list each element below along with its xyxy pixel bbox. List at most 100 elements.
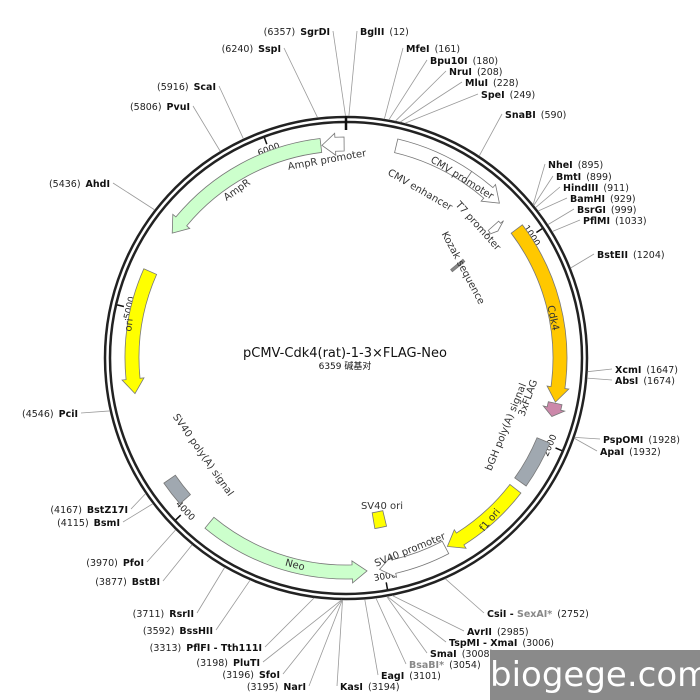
site-bpu10i[interactable]: Bpu10I (180) bbox=[430, 56, 498, 67]
site-nari[interactable]: (3195) NarI bbox=[247, 682, 306, 693]
site-leader-line bbox=[399, 81, 463, 123]
feature-cdk4[interactable] bbox=[510, 224, 570, 403]
site-snabi[interactable]: SnaBI (590) bbox=[505, 110, 566, 121]
site-name: BsmI bbox=[94, 518, 120, 529]
site-position: (5806) bbox=[130, 102, 162, 113]
feature-neo[interactable] bbox=[204, 516, 368, 584]
site-kasi[interactable]: KasI (3194) bbox=[340, 682, 400, 693]
site-bamhi[interactable]: BamHI (929) bbox=[570, 194, 636, 205]
site-name: MfeI bbox=[406, 44, 430, 55]
watermark: biogege.com bbox=[490, 650, 700, 700]
site-pluti[interactable]: (3198) PluTI bbox=[196, 658, 260, 669]
site-name: NruI bbox=[449, 67, 472, 78]
site-name: BglII bbox=[360, 27, 384, 38]
site-bmti[interactable]: BmtI (899) bbox=[556, 172, 612, 183]
feature-kozak-sequence[interactable] bbox=[450, 258, 466, 273]
site-name: AbsI bbox=[615, 376, 638, 387]
site-xcmi[interactable]: XcmI (1647) bbox=[615, 365, 678, 376]
site-pvui[interactable]: (5806) PvuI bbox=[130, 102, 190, 113]
site-name: PflFI - Tth111I bbox=[186, 643, 262, 654]
feature-label: Cdk4 bbox=[544, 304, 560, 331]
site-name: BstZ17I bbox=[87, 505, 128, 516]
site-leader-line bbox=[308, 599, 343, 687]
site-csii[interactable]: CsiI - SexAI* (2752) bbox=[487, 609, 589, 620]
site-nrui[interactable]: NruI (208) bbox=[449, 67, 502, 78]
feature-t7-promoter[interactable] bbox=[486, 220, 504, 236]
site-sfoi[interactable]: (3196) SfoI bbox=[222, 670, 280, 681]
site-mfei[interactable]: MfeI (161) bbox=[406, 44, 460, 55]
site-mlui[interactable]: MluI (228) bbox=[465, 78, 519, 89]
feature-f1-ori[interactable] bbox=[446, 483, 522, 549]
site-position: (899) bbox=[586, 172, 612, 183]
site-name: MluI bbox=[465, 78, 488, 89]
site-name: SfoI bbox=[259, 670, 280, 681]
site-position: (2752) bbox=[557, 609, 589, 620]
site-name: SpeI bbox=[481, 90, 505, 101]
site-name: SgrDI bbox=[300, 27, 330, 38]
site-position: (208) bbox=[477, 67, 503, 78]
feature-sv40-ori[interactable] bbox=[371, 510, 388, 530]
site-leader-line bbox=[570, 253, 595, 269]
site-ahdi[interactable]: (5436) AhdI bbox=[49, 179, 110, 190]
site-name: PluTI bbox=[233, 658, 260, 669]
site-name: BstBI bbox=[132, 577, 160, 588]
site-leader-line bbox=[264, 597, 315, 648]
site-pspomi[interactable]: PspOMI (1928) bbox=[603, 435, 680, 446]
site-bsabi[interactable]: BsaBI* (3054) bbox=[409, 660, 481, 671]
site-spei[interactable]: SpeI (249) bbox=[481, 90, 535, 101]
site-leader-line bbox=[80, 410, 110, 414]
site-rsrii[interactable]: (3711) RsrII bbox=[133, 609, 194, 620]
site-name: PspOMI bbox=[603, 435, 643, 446]
site-pflfi-tth111i[interactable]: (3313) PflFI - Tth111I bbox=[150, 643, 262, 654]
site-bsrgi[interactable]: BsrGI (999) bbox=[577, 205, 636, 216]
site-name: EagI bbox=[381, 671, 404, 682]
site-name: XcmI bbox=[615, 365, 641, 376]
site-leader-line bbox=[387, 596, 447, 643]
site-position: (180) bbox=[473, 56, 499, 67]
site-position: (1928) bbox=[648, 435, 680, 446]
site-name: BmtI bbox=[556, 172, 581, 183]
site-pflmi[interactable]: PflMI (1033) bbox=[583, 216, 647, 227]
site-bsmi[interactable]: (4115) BsmI bbox=[57, 518, 120, 529]
feature-label: CMV enhancer bbox=[386, 167, 455, 213]
site-name: PvuI bbox=[167, 102, 190, 113]
site-bsteii[interactable]: BstEII (1204) bbox=[597, 250, 665, 261]
site-bglii[interactable]: BglII (12) bbox=[360, 27, 409, 38]
feature-3xflag[interactable] bbox=[542, 401, 566, 417]
feature-sv40-promoter[interactable] bbox=[378, 540, 450, 578]
site-avrii[interactable]: AvrII (2985) bbox=[467, 627, 529, 638]
site-pfoi[interactable]: (3970) PfoI bbox=[86, 558, 144, 569]
site-bsshii[interactable]: (3592) BssHII bbox=[143, 626, 213, 637]
site-position: (3313) bbox=[150, 643, 182, 654]
feature-label: ori bbox=[123, 318, 135, 332]
site-scai[interactable]: (5916) ScaI bbox=[157, 82, 216, 93]
site-position: (3970) bbox=[86, 558, 118, 569]
feature-ampr[interactable] bbox=[171, 138, 323, 234]
site-apai[interactable]: ApaI (1932) bbox=[600, 447, 661, 458]
site-position: (161) bbox=[435, 44, 461, 55]
site-pcii[interactable]: (4546) PciI bbox=[22, 409, 78, 420]
site-tspmi-xmai[interactable]: TspMI - XmaI (3006) bbox=[449, 638, 554, 649]
site-bstbi[interactable]: (3877) BstBI bbox=[95, 577, 160, 588]
site-leader-line bbox=[332, 30, 346, 117]
site-name: RsrII bbox=[169, 609, 194, 620]
site-sspi[interactable]: (6240) SspI bbox=[222, 44, 281, 55]
site-hindiii[interactable]: HindIII (911) bbox=[563, 183, 629, 194]
site-nhei[interactable]: NheI (895) bbox=[548, 160, 603, 171]
site-position: (590) bbox=[541, 110, 567, 121]
feature-sv40-poly-a-signal[interactable] bbox=[163, 474, 192, 505]
site-sgrdi[interactable]: (6357) SgrDI bbox=[264, 27, 330, 38]
site-bstz17i[interactable]: (4167) BstZ17I bbox=[50, 505, 128, 516]
tick-mark bbox=[385, 582, 389, 590]
feature-ori[interactable] bbox=[121, 268, 158, 395]
site-absi[interactable]: AbsI (1674) bbox=[615, 376, 675, 387]
feature-cmv-promoter[interactable] bbox=[463, 170, 500, 204]
site-name: SspI bbox=[258, 44, 281, 55]
site-position: (3194) bbox=[368, 682, 400, 693]
site-position: (911) bbox=[603, 183, 629, 194]
site-leader-line bbox=[587, 368, 613, 373]
feature-ampr-promoter[interactable] bbox=[321, 132, 345, 157]
feature-bgh-poly-a-signal[interactable] bbox=[514, 437, 551, 487]
site-smai[interactable]: SmaI (3008) bbox=[430, 649, 493, 660]
site-eagi[interactable]: EagI (3101) bbox=[381, 671, 441, 682]
